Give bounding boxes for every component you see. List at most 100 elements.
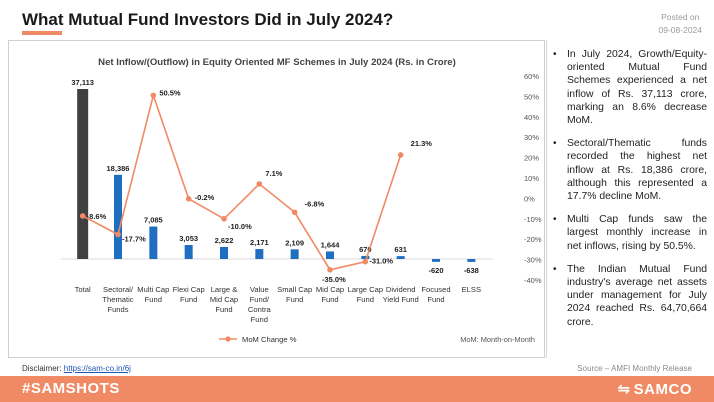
- x-tick-label: Fund: [357, 295, 374, 304]
- mom-point: [115, 231, 121, 238]
- x-tick-label: Fund/: [250, 295, 270, 304]
- y2-tick-label: -40%: [524, 276, 542, 285]
- bar: [220, 246, 228, 259]
- bar-data-label: 2,109: [285, 238, 304, 247]
- chart-note: MoM: Month-on-Month: [460, 335, 535, 344]
- bar: [361, 255, 370, 259]
- bar: [432, 259, 440, 262]
- x-tick-label: Total: [75, 285, 91, 294]
- bar: [114, 174, 122, 259]
- mom-point: [185, 196, 192, 202]
- bullet-icon: •: [553, 49, 557, 60]
- legend-point-swatch: [225, 336, 231, 342]
- mom-data-label: 7.1%: [265, 169, 282, 178]
- bar: [396, 256, 405, 259]
- x-tick-label: Mid Cap: [316, 285, 344, 294]
- note-text: The Indian Mutual Fund industry's averag…: [567, 263, 707, 328]
- bar: [326, 251, 334, 259]
- bar: [467, 259, 476, 262]
- brand: ⇋ SAMCO: [618, 380, 692, 398]
- page-title: What Mutual Fund Investors Did in July 2…: [22, 10, 394, 29]
- mom-point: [327, 267, 333, 273]
- x-tick-label: Yield Fund: [383, 295, 419, 304]
- mom-data-label: 21.3%: [411, 139, 433, 148]
- bar: [255, 249, 264, 259]
- note-item: • Multi Cap funds saw the largest monthly…: [553, 213, 707, 253]
- x-tick-label: Fund: [286, 295, 303, 304]
- y2-tick-label: -20%: [524, 235, 542, 244]
- bullet-icon: •: [553, 138, 557, 150]
- x-tick-label: Large &: [211, 285, 238, 294]
- bar: [77, 89, 89, 259]
- mom-data-label: -6.8%: [305, 199, 325, 208]
- y2-tick-label: 40%: [524, 113, 539, 122]
- bar-data-label: 18,386: [107, 164, 130, 173]
- note-text: Multi Cap funds saw the largest monthly …: [567, 214, 707, 252]
- samco-logo-icon: ⇋: [617, 381, 631, 398]
- x-tick-label: Fund: [321, 295, 338, 304]
- x-tick-label: ELSS: [462, 285, 481, 294]
- bullet-icon: •: [553, 214, 557, 226]
- mom-data-label: -10.0%: [228, 222, 252, 231]
- bar: [184, 245, 193, 259]
- y2-tick-label: 10%: [524, 174, 539, 183]
- x-tick-label: Mid Cap: [210, 295, 238, 304]
- posted-info: Posted on 09-08-2024: [659, 11, 702, 37]
- x-tick-label: Contra: [248, 305, 272, 314]
- x-tick-label: Large Cap: [348, 285, 383, 294]
- accent-bar: [22, 31, 62, 35]
- mom-point: [362, 258, 369, 265]
- mom-point: [397, 152, 404, 158]
- x-tick-label: Multi Cap: [137, 285, 169, 294]
- note-item: • The Indian Mutual Fund industry's avera…: [553, 263, 707, 329]
- divider: [546, 40, 547, 358]
- mom-point: [79, 213, 86, 219]
- mom-data-label: -35.0%: [322, 275, 346, 284]
- bar-data-label: -638: [464, 266, 479, 275]
- bar-data-label: 631: [394, 245, 407, 254]
- combo-chart: Net Inflow/(Outflow) in Equity Oriented …: [61, 57, 542, 344]
- bar: [290, 249, 299, 259]
- y2-tick-label: 20%: [524, 154, 539, 163]
- disclaimer-label: Disclaimer:: [22, 364, 64, 373]
- note-item: • In July 2024, Growth/Equity-oriented Mu…: [553, 48, 707, 127]
- x-tick-label: Fund: [251, 315, 268, 324]
- mom-data-label: 50.5%: [159, 88, 181, 97]
- note-item: • Sectoral/Thematic funds recorded the hi…: [553, 137, 707, 203]
- bar-data-label: 37,113: [71, 78, 94, 87]
- x-tick-label: Focused: [421, 285, 450, 294]
- x-tick-label: Small Cap: [277, 285, 312, 294]
- x-tick-label: Fund: [145, 295, 162, 304]
- brand-name: SAMCO: [633, 381, 692, 398]
- note-text: In July 2024, Growth/Equity-oriented Mut…: [567, 49, 707, 127]
- x-tick-label: Sectoral/: [103, 285, 134, 294]
- bar-data-label: 3,053: [179, 234, 198, 243]
- x-tick-label: Value: [250, 285, 269, 294]
- chart-card: Net Inflow/(Outflow) in Equity Oriented …: [8, 40, 545, 358]
- x-tick-label: Fund: [180, 295, 197, 304]
- notes-panel: • In July 2024, Growth/Equity-oriented Mu…: [553, 48, 707, 339]
- disclaimer-link[interactable]: https://sam-co.in/6j: [63, 364, 131, 373]
- y2-tick-label: 60%: [524, 72, 539, 81]
- mom-point: [150, 92, 157, 99]
- bar-data-label: 7,085: [144, 216, 163, 225]
- bar-data-label: 670: [359, 245, 372, 254]
- x-tick-label: Funds: [107, 305, 128, 314]
- mom-data-label: -17.7%: [122, 235, 146, 244]
- mom-point: [221, 216, 227, 222]
- legend-label: MoM Change %: [242, 335, 297, 344]
- x-tick-label: Dividend: [386, 285, 416, 294]
- bullet-icon: •: [553, 263, 557, 275]
- mom-data-label: -0.2%: [195, 193, 215, 202]
- note-text: Sectoral/Thematic funds recorded the hig…: [567, 138, 707, 203]
- bar: [149, 226, 158, 259]
- y2-tick-label: -10%: [524, 215, 542, 224]
- bar-data-label: -620: [428, 266, 443, 275]
- mom-data-label: -8.6%: [87, 212, 107, 221]
- footer-bar: #SAMSHOTS ⇋ SAMCO: [0, 376, 714, 402]
- bar-data-label: 2,171: [250, 238, 269, 247]
- bar-data-label: 1,644: [321, 240, 341, 249]
- bar-data-label: 2,622: [215, 236, 234, 245]
- y2-tick-label: 0%: [524, 194, 535, 203]
- x-tick-label: Flexi Cap: [173, 285, 205, 294]
